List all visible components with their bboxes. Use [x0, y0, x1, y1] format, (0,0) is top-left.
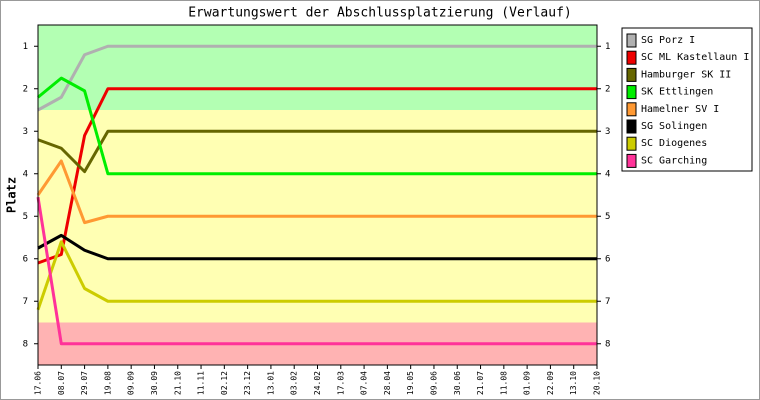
- x-tick-label: 13.10: [569, 371, 578, 395]
- legend-swatch: [626, 102, 637, 117]
- x-tick-label: 22.09: [546, 371, 555, 395]
- legend-swatch: [626, 67, 637, 82]
- x-tick-label: 07.04: [360, 371, 369, 395]
- x-tick-label: 21.10: [173, 371, 182, 395]
- x-tick-label: 21.07: [476, 371, 485, 395]
- y-tick-label: 4: [605, 169, 610, 179]
- x-tick-label: 08.07: [57, 371, 66, 395]
- legend-swatch: [626, 50, 637, 65]
- y-axis-label: Platz: [5, 177, 19, 213]
- x-tick-label: 03.02: [290, 371, 299, 395]
- y-tick-label: 5: [605, 212, 610, 222]
- legend-box: [621, 27, 753, 172]
- y-tick-label: 1: [23, 42, 28, 52]
- x-tick-label: 23.12: [243, 371, 252, 395]
- x-tick-label: 11.08: [499, 371, 508, 395]
- legend-swatch: [626, 119, 637, 134]
- x-tick-label: 20.10: [593, 371, 602, 395]
- y-tick-label: 2: [23, 84, 28, 94]
- line-series: [37, 233, 597, 261]
- legend-swatch: [626, 153, 637, 168]
- y-tick-label: 7: [605, 297, 610, 307]
- x-tick-label: 30.09: [150, 371, 159, 395]
- x-tick-label: 11.11: [197, 371, 206, 395]
- x-tick-label: 24.02: [313, 371, 322, 395]
- y-tick-label: 8: [23, 339, 28, 349]
- y-tick-label: 6: [23, 254, 28, 264]
- y-tick-label: 1: [605, 42, 610, 52]
- x-tick-label: 29.07: [80, 371, 89, 395]
- x-tick-label: 13.01: [266, 371, 275, 395]
- line-series: [37, 87, 597, 265]
- zone: [38, 25, 597, 110]
- line-series: [36, 196, 597, 346]
- line-series: [37, 76, 597, 176]
- x-tick-label: 17.06: [34, 371, 43, 395]
- x-tick-label: 17.03: [336, 371, 345, 395]
- x-tick-label: 28.04: [383, 371, 392, 395]
- line-series: [37, 129, 597, 174]
- legend-label: SG Solingen: [641, 121, 707, 132]
- y-tick-label: 5: [23, 212, 28, 222]
- x-tick-label: 09.06: [429, 371, 438, 395]
- y-tick-label: 7: [23, 297, 28, 307]
- legend-label: Hamelner SV I: [641, 104, 719, 115]
- y-tick-label: 3: [605, 127, 610, 137]
- legend-swatch: [626, 136, 637, 151]
- y-tick-label: 2: [605, 84, 610, 94]
- legend-label: SC Garching: [641, 155, 707, 166]
- x-tick-label: 19.05: [406, 371, 415, 395]
- line-series: [36, 240, 597, 311]
- legend-label: SK Ettlingen: [641, 87, 713, 98]
- x-tick-label: 02.12: [220, 371, 229, 395]
- legend-swatch: [626, 85, 637, 100]
- x-tick-label: 01.09: [523, 371, 532, 395]
- x-tick-label: 30.06: [453, 371, 462, 395]
- plot-border: [37, 24, 598, 366]
- y-tick-label: 3: [23, 127, 28, 137]
- legend-label: SG Porz I: [641, 35, 695, 46]
- line-series: [37, 44, 597, 112]
- x-tick-label: 09.09: [127, 371, 136, 395]
- y-tick-label: 4: [23, 169, 28, 179]
- legend-label: SC ML Kastellaun I: [641, 52, 749, 63]
- x-tick-label: 19.08: [103, 371, 112, 395]
- y-tick-label: 8: [605, 339, 610, 349]
- legend-swatch: [626, 33, 637, 48]
- y-tick-label: 6: [605, 254, 610, 264]
- legend-label: Hamburger SK II: [641, 69, 731, 80]
- legend-label: SC Diogenes: [641, 138, 707, 149]
- chart-title: Erwartungswert der Abschlussplatzierung …: [188, 6, 572, 21]
- line-series: [36, 159, 597, 225]
